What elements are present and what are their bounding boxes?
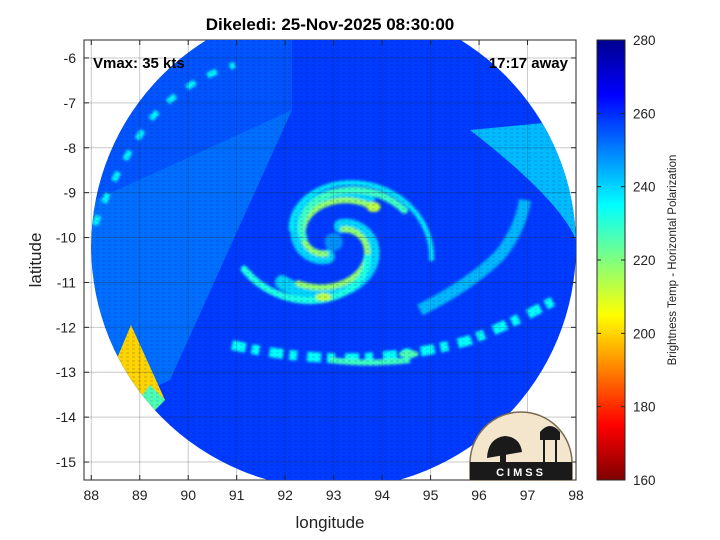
y-tick-label: -8 bbox=[64, 140, 77, 156]
x-tick-label: 90 bbox=[180, 487, 196, 503]
y-tick-label: -14 bbox=[56, 409, 76, 425]
y-axis-ticks: -6 -7 -8 -9 -10 -11 -12 -13 -14 -15 bbox=[56, 50, 576, 470]
x-tick-label: 89 bbox=[132, 487, 148, 503]
y-tick-label: -15 bbox=[56, 454, 76, 470]
x-tick-label: 91 bbox=[229, 487, 245, 503]
x-tick-label: 88 bbox=[83, 487, 99, 503]
y-tick-label: -6 bbox=[64, 50, 77, 66]
x-axis-label: longitude bbox=[295, 513, 364, 532]
colorbar bbox=[596, 39, 626, 481]
colorbar-tick-label: 220 bbox=[633, 253, 656, 268]
colorbar-ticks: 160 180 200 220 240 260 280 bbox=[597, 33, 656, 488]
colorbar-tick-label: 280 bbox=[633, 33, 656, 48]
water-tower-icon bbox=[540, 426, 560, 440]
chart-title: Dikeledi: 25-Nov-2025 08:30:00 bbox=[206, 15, 455, 34]
x-tick-label: 98 bbox=[568, 487, 584, 503]
time-away-annotation: 17:17 away bbox=[489, 55, 569, 72]
colorbar-label: Brightness Temp - Horizontal Polarizatio… bbox=[667, 155, 679, 366]
x-tick-label: 97 bbox=[520, 487, 536, 503]
grid bbox=[84, 40, 576, 480]
x-tick-label: 95 bbox=[423, 487, 439, 503]
vmax-annotation: Vmax: 35 kts bbox=[93, 55, 185, 72]
cimss-logo: CIMSS bbox=[469, 411, 573, 481]
y-tick-label: -12 bbox=[56, 319, 76, 335]
colorbar-tick-label: 260 bbox=[633, 106, 656, 121]
colorbar-tick-label: 180 bbox=[633, 400, 656, 415]
y-tick-label: -13 bbox=[56, 364, 76, 380]
x-tick-label: 96 bbox=[471, 487, 487, 503]
logo-text: CIMSS bbox=[496, 467, 546, 479]
satellite-dish-icon bbox=[487, 436, 522, 458]
y-tick-label: -7 bbox=[64, 95, 77, 111]
scan-texture bbox=[91, 40, 576, 480]
x-axis-ticks: 88 89 90 91 92 93 94 95 96 97 98 bbox=[83, 40, 584, 503]
y-tick-label: -11 bbox=[57, 274, 76, 290]
x-tick-label: 92 bbox=[277, 487, 293, 503]
x-tick-label: 94 bbox=[374, 487, 390, 503]
y-tick-label: -10 bbox=[56, 230, 76, 246]
colorbar-tick-label: 240 bbox=[633, 180, 656, 195]
brightness-field bbox=[91, 40, 576, 480]
y-tick-label: -9 bbox=[64, 185, 77, 201]
x-tick-label: 93 bbox=[326, 487, 342, 503]
colorbar-tick-label: 200 bbox=[633, 326, 656, 341]
colorbar-tick-label: 160 bbox=[633, 473, 656, 488]
y-axis-label: latitude bbox=[26, 233, 45, 288]
